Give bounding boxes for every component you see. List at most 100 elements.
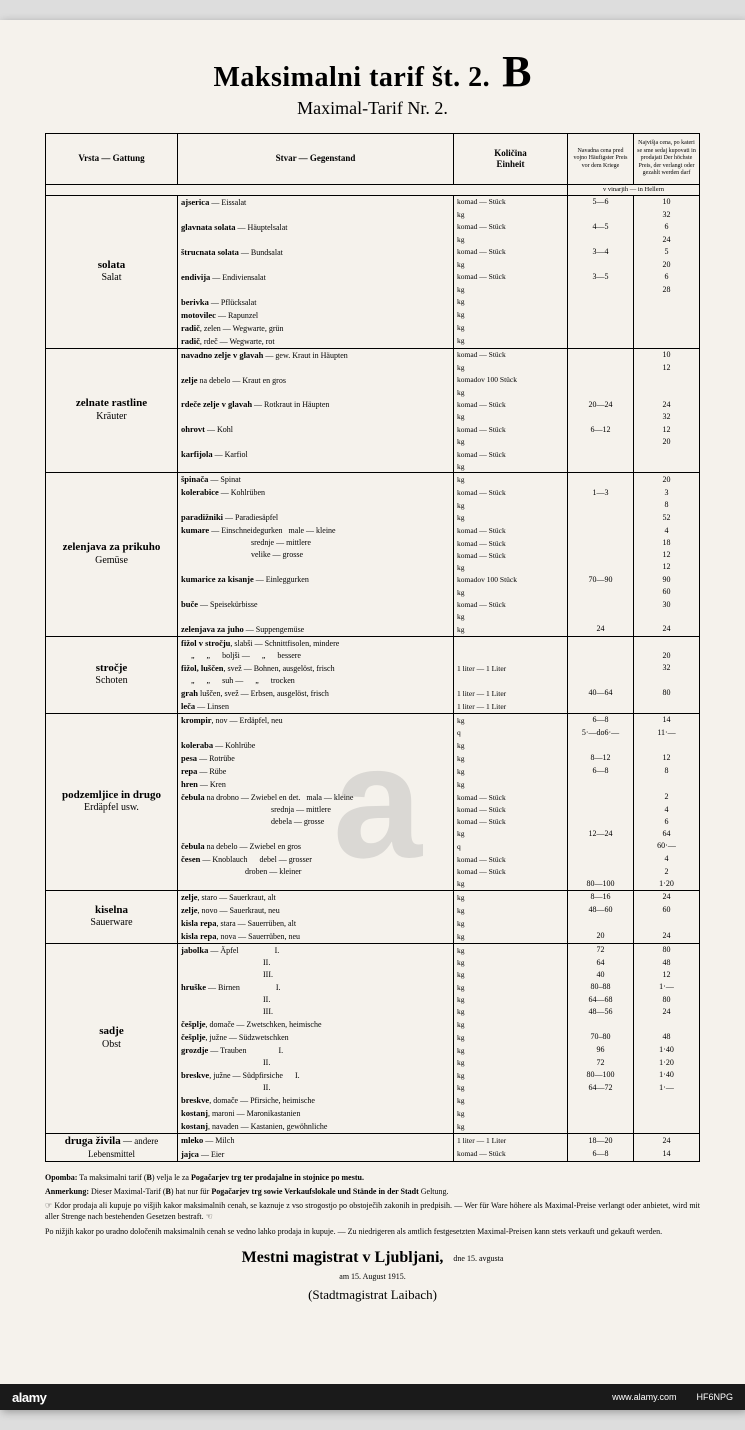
unit-cell: komad — Stück	[454, 348, 568, 362]
unit-cell: 1 liter — 1 Liter	[454, 700, 568, 714]
price-max-cell: 24	[634, 623, 700, 637]
price-before-cell	[568, 866, 634, 878]
unit-cell: 1 liter — 1 Liter	[454, 662, 568, 675]
note-line: ☞ Kdor prodaja ali kupuje po višjih kako…	[45, 1200, 700, 1222]
unit-cell: komad — Stück	[454, 537, 568, 549]
price-before-cell: 40—64	[568, 687, 634, 700]
item-cell	[178, 259, 454, 271]
price-before-cell	[568, 362, 634, 374]
price-max-cell: 90	[634, 573, 700, 586]
table-row: solataSalatajserica — Eissalatkomad — St…	[46, 195, 700, 209]
item-cell: koleraba — Kohlrübe	[178, 739, 454, 752]
unit-cell: kg	[454, 778, 568, 791]
item-cell: II.	[178, 994, 454, 1006]
price-max-cell: 4	[634, 853, 700, 866]
item-cell: grah luščen, svež — Erbsen, ausgelöst, f…	[178, 687, 454, 700]
price-before-cell: 12—24	[568, 828, 634, 840]
unit-cell: kg	[454, 586, 568, 598]
item-cell	[178, 586, 454, 598]
price-max-cell: 48	[634, 1031, 700, 1044]
item-cell: srednja — mittlere	[178, 804, 454, 816]
price-max-cell: 1·20	[634, 1057, 700, 1069]
price-max-cell: 5	[634, 246, 700, 259]
unit-cell: komad — Stück	[454, 398, 568, 411]
unit-cell: kg	[454, 878, 568, 891]
table-row: zelnate rastlineKräuternavadno zelje v g…	[46, 348, 700, 362]
price-before-cell: 3—4	[568, 246, 634, 259]
unit-cell: komad — Stück	[454, 423, 568, 436]
unit-cell: komadov 100 Stück	[454, 374, 568, 387]
item-cell: kolerabice — Kohlrüben	[178, 486, 454, 499]
price-max-cell	[634, 374, 700, 387]
item-cell: zelje, novo — Sauerkraut, neu	[178, 904, 454, 917]
unit-cell: kg	[454, 511, 568, 524]
price-max-cell	[634, 1094, 700, 1107]
price-before-cell	[568, 436, 634, 448]
price-before-cell: 20—24	[568, 398, 634, 411]
price-max-cell: 20	[634, 473, 700, 487]
price-max-cell: 48	[634, 957, 700, 969]
unit-cell: kg	[454, 561, 568, 573]
price-before-cell	[568, 284, 634, 296]
unit-cell: komad — Stück	[454, 271, 568, 284]
unit-cell: komad — Stück	[454, 195, 568, 209]
item-cell: „ „ boljši — „ bessere	[178, 650, 454, 662]
watermark-bar: alamy www.alamy.com HF6NPG	[0, 1384, 745, 1410]
price-before-cell	[568, 374, 634, 387]
price-max-cell	[634, 917, 700, 930]
category-cell: podzemljice in drugoErdäpfel usw.	[46, 713, 178, 890]
item-cell: zelje, staro — Sauerkraut, alt	[178, 890, 454, 904]
price-before-cell	[568, 739, 634, 752]
unit-cell: kg	[454, 1031, 568, 1044]
price-max-cell: 32	[634, 411, 700, 423]
price-before-cell	[568, 499, 634, 511]
unit-cell: kg	[454, 335, 568, 349]
item-cell: zelenjava za juho — Suppengemüse	[178, 623, 454, 637]
price-max-cell: 1·—	[634, 981, 700, 994]
unit-cell: kg	[454, 436, 568, 448]
price-before-cell	[568, 611, 634, 622]
category-cell: solataSalat	[46, 195, 178, 348]
price-before-cell	[568, 322, 634, 335]
price-before-cell	[568, 448, 634, 461]
item-cell: ajserica — Eissalat	[178, 195, 454, 209]
item-cell	[178, 284, 454, 296]
price-before-cell: 64—68	[568, 994, 634, 1006]
item-cell: berivka — Pflücksalat	[178, 296, 454, 309]
unit-cell: kg	[454, 957, 568, 969]
item-cell: droben — kleiner	[178, 866, 454, 878]
price-before-cell	[568, 461, 634, 473]
price-before-cell	[568, 234, 634, 246]
subtitle: Maximal-Tarif Nr. 2.	[45, 98, 700, 119]
price-max-cell: 60	[634, 904, 700, 917]
tariff-table: Vrsta — Gattung Stvar — Gegenstand Količ…	[45, 133, 700, 1162]
price-max-cell	[634, 461, 700, 473]
price-max-cell: 12	[634, 969, 700, 981]
item-cell: III.	[178, 969, 454, 981]
unit-cell: kg	[454, 1006, 568, 1018]
price-before-cell	[568, 586, 634, 598]
item-cell	[178, 499, 454, 511]
item-cell: srednje — mittlere	[178, 537, 454, 549]
footer-main: Mestni magistrat v Ljubljani,	[242, 1249, 444, 1266]
price-max-cell	[634, 1107, 700, 1120]
item-cell: navadno zelje v glavah — gew. Kraut in H…	[178, 348, 454, 362]
price-max-cell: 1·—	[634, 1082, 700, 1094]
title-main: Maksimalni tarif št. 2.	[213, 62, 490, 94]
price-max-cell	[634, 296, 700, 309]
item-cell: ohrovt — Kohl	[178, 423, 454, 436]
item-cell: hren — Kren	[178, 778, 454, 791]
price-before-cell	[568, 335, 634, 349]
price-before-cell	[568, 778, 634, 791]
price-before-cell: 40	[568, 969, 634, 981]
price-before-cell	[568, 549, 634, 561]
unit-cell: komad — Stück	[454, 804, 568, 816]
unit-cell: kg	[454, 904, 568, 917]
category-cell: druga živila — andere Lebensmittel	[46, 1133, 178, 1161]
category-cell: stročjeSchoten	[46, 636, 178, 713]
price-before-cell: 5·—do6·—	[568, 727, 634, 739]
item-cell: karfijola — Karfiol	[178, 448, 454, 461]
price-before-cell: 80—100	[568, 1069, 634, 1082]
unit-cell: kg	[454, 284, 568, 296]
price-before-cell	[568, 675, 634, 687]
